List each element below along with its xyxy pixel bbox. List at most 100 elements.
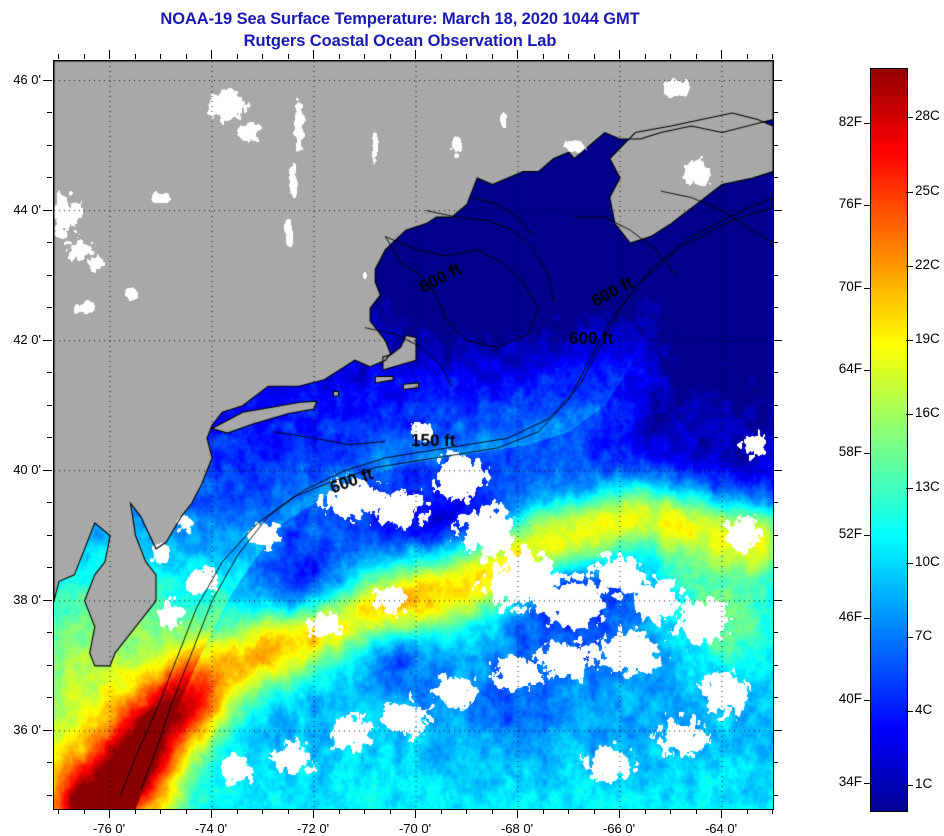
longitude-label: -74 0' — [194, 821, 228, 836]
colorbar-tick-c — [906, 192, 913, 193]
latitude-label: 38 0' — [13, 592, 41, 607]
colorbar-label-fahrenheit: 70F — [838, 279, 862, 294]
colorbar-tick-c — [906, 785, 913, 786]
undefined — [237, 54, 238, 59]
colorbar-label-celsius: 16C — [915, 405, 940, 420]
undefined — [670, 809, 671, 814]
lat-major-tick — [43, 340, 52, 341]
lat-minor-tick — [47, 145, 52, 146]
latitude-label: 42 0' — [13, 332, 41, 347]
lat-minor-tick-right — [773, 665, 778, 666]
undefined — [517, 809, 518, 818]
undefined — [186, 54, 187, 59]
undefined — [492, 54, 493, 59]
undefined — [390, 809, 391, 814]
undefined — [313, 809, 314, 818]
colorbar-tick-c — [906, 488, 913, 489]
colorbar-label-celsius: 19C — [915, 331, 940, 346]
undefined — [339, 809, 340, 814]
undefined — [543, 809, 544, 814]
lat-minor-tick — [47, 567, 52, 568]
colorbar-label-fahrenheit: 52F — [838, 526, 862, 541]
latitude-label: 36 0' — [13, 722, 41, 737]
colorbar-gradient — [871, 69, 907, 811]
undefined — [466, 809, 467, 814]
undefined — [58, 54, 59, 59]
undefined — [390, 54, 391, 59]
lat-minor-tick — [47, 405, 52, 406]
lat-minor-tick-right — [773, 145, 778, 146]
lat-minor-tick-right — [773, 275, 778, 276]
colorbar-label-celsius: 7C — [915, 628, 933, 643]
colorbar-label-celsius: 13C — [915, 479, 940, 494]
colorbar-label-fahrenheit: 64F — [838, 361, 862, 376]
colorbar-label-celsius: 4C — [915, 702, 933, 717]
lat-minor-tick — [47, 665, 52, 666]
colorbar-label-celsius: 10C — [915, 554, 940, 569]
lat-minor-tick — [47, 632, 52, 633]
latitude-label: 44 0' — [13, 202, 41, 217]
colorbar-tick-c — [906, 563, 913, 564]
latitude-label: 46 0' — [13, 72, 41, 87]
longitude-label: -72 0' — [296, 821, 330, 836]
undefined — [262, 54, 263, 59]
colorbar-tick-f — [864, 535, 871, 536]
colorbar-label-celsius: 22C — [915, 257, 940, 272]
undefined — [415, 50, 416, 59]
lat-minor-tick — [47, 307, 52, 308]
undefined — [109, 50, 110, 59]
colorbar-tick-f — [864, 205, 871, 206]
colorbar-label-celsius: 25C — [915, 183, 940, 198]
lat-minor-tick — [47, 795, 52, 796]
undefined — [262, 809, 263, 814]
lat-minor-tick-right — [773, 567, 778, 568]
lat-minor-tick — [47, 535, 52, 536]
lat-minor-tick — [47, 502, 52, 503]
undefined — [160, 54, 161, 59]
lat-minor-tick-right — [773, 405, 778, 406]
undefined — [517, 50, 518, 59]
lat-minor-tick — [47, 437, 52, 438]
lat-minor-tick — [47, 242, 52, 243]
longitude-label: -68 0' — [500, 821, 534, 836]
lat-minor-tick-right — [773, 372, 778, 373]
lat-major-tick-right — [773, 470, 782, 471]
lat-major-tick — [43, 600, 52, 601]
lat-minor-tick-right — [773, 112, 778, 113]
lat-minor-tick — [47, 275, 52, 276]
undefined — [721, 809, 722, 818]
lat-major-tick-right — [773, 80, 782, 81]
lat-major-tick — [43, 730, 52, 731]
lat-major-tick — [43, 210, 52, 211]
undefined — [109, 809, 110, 818]
undefined — [364, 54, 365, 59]
sst-raster — [54, 61, 773, 809]
sst-map — [53, 60, 774, 810]
undefined — [313, 50, 314, 59]
undefined — [211, 50, 212, 59]
title-line-1: NOAA-19 Sea Surface Temperature: March 1… — [160, 10, 640, 28]
undefined — [772, 54, 773, 59]
undefined — [492, 809, 493, 814]
undefined — [619, 809, 620, 818]
lat-minor-tick — [47, 697, 52, 698]
lat-minor-tick — [47, 112, 52, 113]
colorbar-tick-c — [906, 711, 913, 712]
undefined — [721, 50, 722, 59]
undefined — [186, 809, 187, 814]
longitude-label: -70 0' — [398, 821, 432, 836]
undefined — [84, 809, 85, 814]
page-title: NOAA-19 Sea Surface Temperature: March 1… — [0, 8, 800, 52]
undefined — [466, 54, 467, 59]
undefined — [696, 809, 697, 814]
colorbar-label-fahrenheit: 82F — [838, 114, 862, 129]
lat-major-tick — [43, 470, 52, 471]
undefined — [441, 809, 442, 814]
lat-minor-tick-right — [773, 307, 778, 308]
colorbar-tick-c — [906, 637, 913, 638]
undefined — [441, 54, 442, 59]
colorbar-tick-c — [906, 340, 913, 341]
undefined — [543, 54, 544, 59]
colorbar-tick-c — [906, 414, 913, 415]
undefined — [135, 54, 136, 59]
